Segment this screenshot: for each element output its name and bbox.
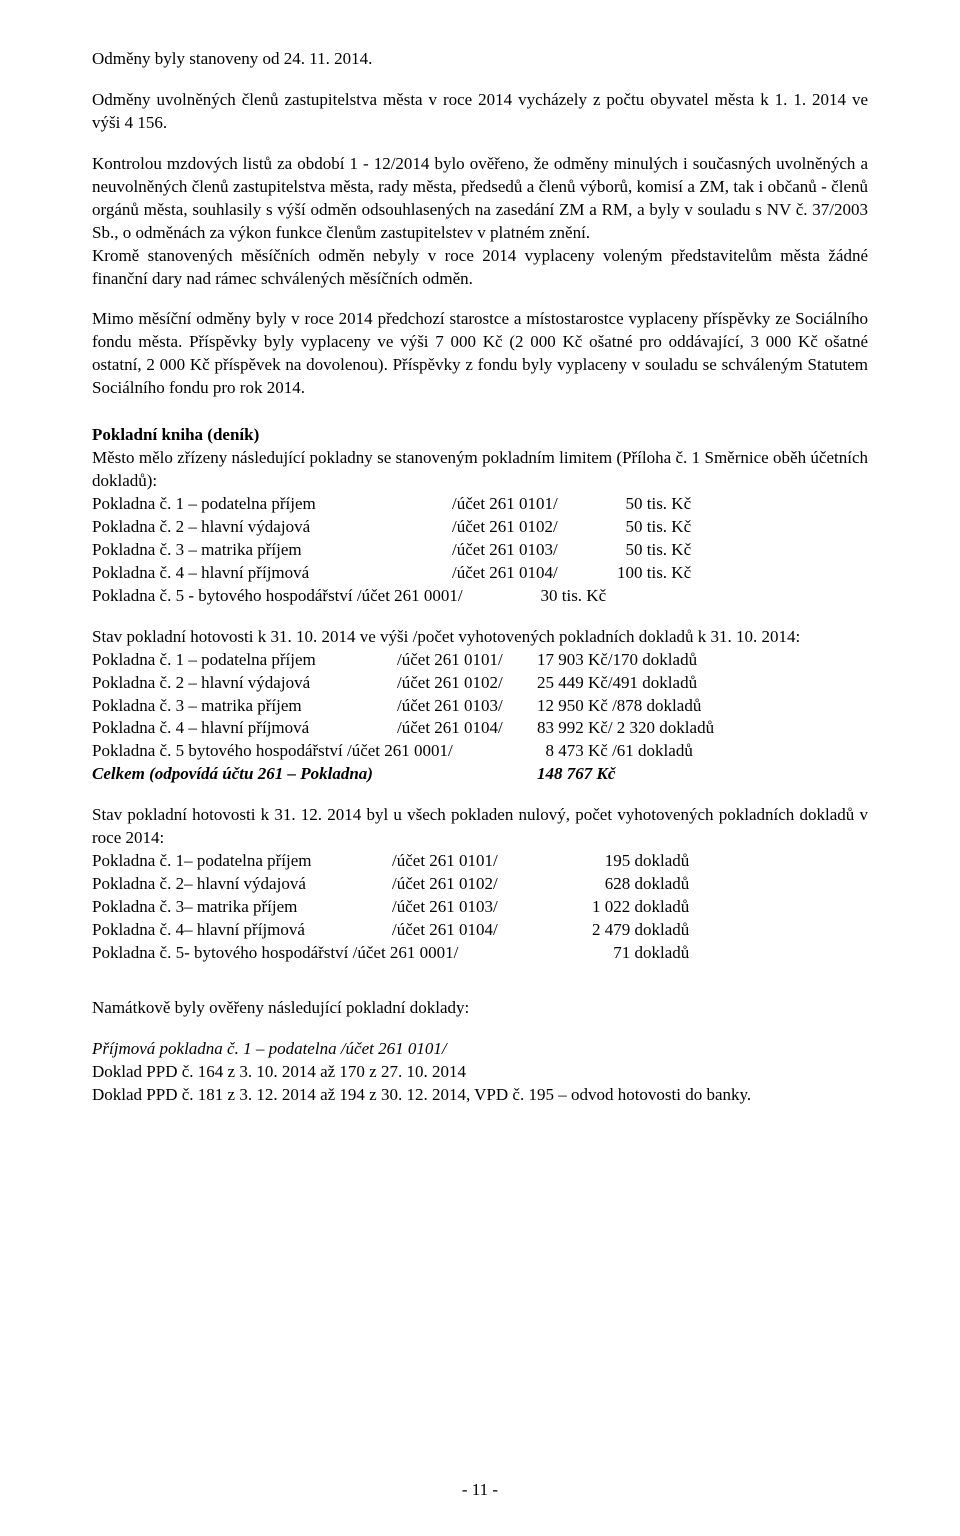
table-row: Pokladna č. 2– hlavní výdajová/účet 261 …	[92, 873, 868, 896]
cell: 195 dokladů	[592, 850, 868, 873]
table-row: Pokladna č. 1 – podatelna příjem/účet 26…	[92, 649, 868, 672]
cell: 30 tis. Kč	[532, 585, 868, 608]
table-row: Pokladna č. 2 – hlavní výdajová/účet 261…	[92, 516, 868, 539]
cell: 100 tis. Kč	[617, 562, 868, 585]
pokladni-table: Pokladna č. 1 – podatelna příjem/účet 26…	[92, 493, 868, 608]
stav1-table: Pokladna č. 1 – podatelna příjem/účet 26…	[92, 649, 868, 787]
pokladni-intro: Město mělo zřízeny následující pokladny …	[92, 447, 868, 493]
cell: Pokladna č. 2– hlavní výdajová	[92, 873, 392, 896]
cell: /účet 261 0104/	[452, 562, 617, 585]
cell: /účet 261 0104/	[397, 717, 537, 740]
table-row: Pokladna č. 3 – matrika příjem/účet 261 …	[92, 539, 868, 562]
cell: Pokladna č. 2 – hlavní výdajová	[92, 672, 397, 695]
table-row: Pokladna č. 4 – hlavní příjmová/účet 261…	[92, 562, 868, 585]
table-row: Pokladna č. 1 – podatelna příjem/účet 26…	[92, 493, 868, 516]
cell: /účet 261 0101/	[392, 850, 592, 873]
cell: Pokladna č. 1 – podatelna příjem	[92, 649, 397, 672]
table-row: Pokladna č. 3 – matrika příjem/účet 261 …	[92, 695, 868, 718]
namatkove: Namátkově byly ověřeny následující pokla…	[92, 997, 868, 1020]
table-row: Pokladna č. 4 – hlavní příjmová/účet 261…	[92, 717, 868, 740]
stav1-intro: Stav pokladní hotovosti k 31. 10. 2014 v…	[92, 626, 868, 649]
cell: 83 992 Kč/ 2 320 dokladů	[537, 717, 868, 740]
cell: 148 767 Kč	[537, 763, 868, 786]
cell: 1 022 dokladů	[592, 896, 868, 919]
cell: /účet 261 0102/	[452, 516, 617, 539]
cell: Pokladna č. 1– podatelna příjem	[92, 850, 392, 873]
cell: 8 473 Kč /61 dokladů	[537, 740, 868, 763]
stav2-intro: Stav pokladní hotovosti k 31. 12. 2014 b…	[92, 804, 868, 850]
cell: 17 903 Kč/170 dokladů	[537, 649, 868, 672]
cell: 2 479 dokladů	[592, 919, 868, 942]
paragraph-4: Kromě stanovených měsíčních odměn nebyly…	[92, 246, 868, 288]
table-row: Pokladna č. 3– matrika příjem/účet 261 0…	[92, 896, 868, 919]
paragraph-3-4: Kontrolou mzdových listů za období 1 - 1…	[92, 153, 868, 291]
cell: Pokladna č. 4 – hlavní příjmová	[92, 562, 452, 585]
table-row: Pokladna č. 5- bytového hospodářství /úč…	[92, 942, 868, 965]
prijmova-l1: Doklad PPD č. 164 z 3. 10. 2014 až 170 z…	[92, 1061, 868, 1084]
cell: 628 dokladů	[592, 873, 868, 896]
table-row: Pokladna č. 5 bytového hospodářství /úče…	[92, 740, 868, 763]
cell: Pokladna č. 5- bytového hospodářství /úč…	[92, 942, 592, 965]
table-row: Pokladna č. 2 – hlavní výdajová/účet 261…	[92, 672, 868, 695]
cell: Pokladna č. 5 bytového hospodářství /úče…	[92, 740, 537, 763]
cell: /účet 261 0103/	[392, 896, 592, 919]
prijmova-head: Příjmová pokladna č. 1 – podatelna /účet…	[92, 1038, 868, 1061]
cell: Pokladna č. 3 – matrika příjem	[92, 539, 452, 562]
cell: Celkem (odpovídá účtu 261 – Pokladna)	[92, 763, 537, 786]
pokladni-head: Pokladní kniha (deník)	[92, 424, 868, 447]
paragraph-1: Odměny byly stanoveny od 24. 11. 2014.	[92, 48, 868, 71]
cell: Pokladna č. 1 – podatelna příjem	[92, 493, 452, 516]
cell: /účet 261 0102/	[397, 672, 537, 695]
cell: Pokladna č. 3 – matrika příjem	[92, 695, 397, 718]
stav2-table: Pokladna č. 1– podatelna příjem/účet 261…	[92, 850, 868, 965]
paragraph-5: Mimo měsíční odměny byly v roce 2014 pře…	[92, 308, 868, 400]
cell: /účet 261 0103/	[397, 695, 537, 718]
cell: 12 950 Kč /878 dokladů	[537, 695, 868, 718]
cell: 71 dokladů	[592, 942, 868, 965]
paragraph-3: Kontrolou mzdových listů za období 1 - 1…	[92, 154, 868, 242]
table-row-total: Celkem (odpovídá účtu 261 – Pokladna)148…	[92, 763, 868, 786]
cell: 25 449 Kč/491 dokladů	[537, 672, 868, 695]
cell: 50 tis. Kč	[617, 516, 868, 539]
cell: /účet 261 0104/	[392, 919, 592, 942]
cell: Pokladna č. 4 – hlavní příjmová	[92, 717, 397, 740]
cell: 50 tis. Kč	[617, 539, 868, 562]
cell: Pokladna č. 3– matrika příjem	[92, 896, 392, 919]
paragraph-2: Odměny uvolněných členů zastupitelstva m…	[92, 89, 868, 135]
table-row: Pokladna č. 1– podatelna příjem/účet 261…	[92, 850, 868, 873]
page-number: - 11 -	[0, 1479, 960, 1502]
cell: /účet 261 0102/	[392, 873, 592, 896]
cell: Pokladna č. 2 – hlavní výdajová	[92, 516, 452, 539]
cell: /účet 261 0103/	[452, 539, 617, 562]
cell: /účet 261 0101/	[397, 649, 537, 672]
cell: Pokladna č. 5 - bytového hospodářství /ú…	[92, 585, 532, 608]
cell: 50 tis. Kč	[617, 493, 868, 516]
cell: Pokladna č. 4– hlavní příjmová	[92, 919, 392, 942]
prijmova-l2: Doklad PPD č. 181 z 3. 12. 2014 až 194 z…	[92, 1084, 868, 1107]
table-row: Pokladna č. 5 - bytového hospodářství /ú…	[92, 585, 868, 608]
table-row: Pokladna č. 4– hlavní příjmová/účet 261 …	[92, 919, 868, 942]
cell: /účet 261 0101/	[452, 493, 617, 516]
